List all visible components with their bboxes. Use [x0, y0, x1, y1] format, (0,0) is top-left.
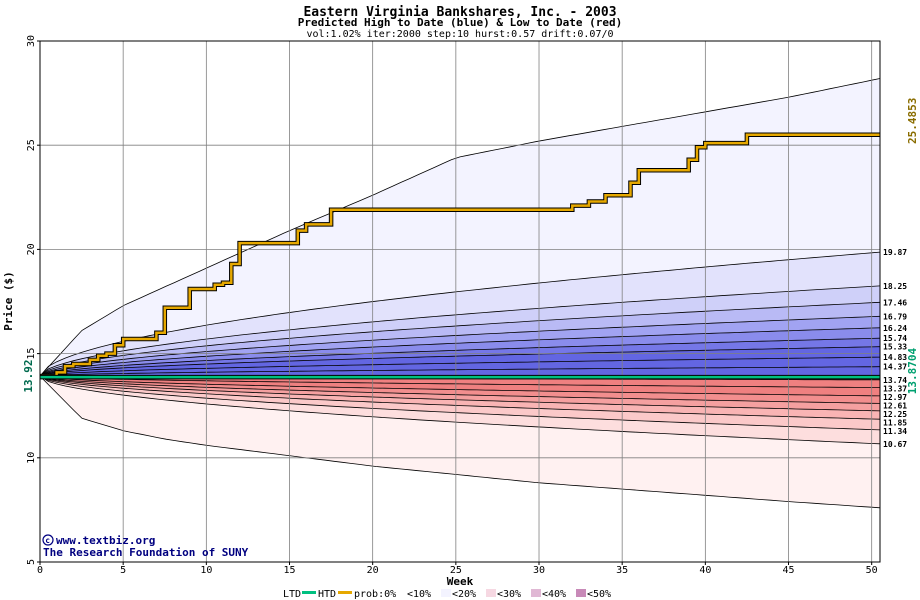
band-end-label: 14.83: [883, 353, 907, 362]
band-end-label: 13.37: [883, 384, 907, 393]
band-boundary-2: [39, 301, 881, 377]
x-tick-label: 50: [866, 565, 878, 576]
band-low-4: [40, 376, 880, 411]
band-high-6: [40, 346, 880, 377]
legend-htd-swatch: [338, 591, 352, 594]
x-tick-label: 25: [450, 565, 462, 576]
htd-line: [40, 133, 880, 378]
copyright-glyph: c: [45, 536, 50, 545]
legend-item-10: <10%: [407, 589, 431, 600]
y-tick-label: 25: [26, 139, 37, 151]
band-boundary-11: [39, 375, 881, 397]
band-boundary-8: [39, 366, 881, 377]
band-boundary-0: [39, 251, 881, 377]
band-end-label: 12.25: [883, 410, 907, 419]
band-end-label: 11.34: [883, 427, 907, 436]
band-boundary-15: [39, 375, 881, 431]
legend-htd-label: HTD: [318, 589, 336, 600]
band-end-label: 17.46: [883, 298, 907, 307]
legend-swatch-20: [486, 589, 496, 597]
band-boundary-14: [39, 375, 881, 420]
band-end-label: 19.87: [883, 248, 907, 257]
chart-series: [40, 132, 880, 380]
plot-frame: [39, 40, 881, 563]
band-end-label: 14.37: [883, 363, 907, 372]
x-tick-label: 45: [782, 565, 794, 576]
band-end-label: 12.61: [883, 401, 907, 410]
y-tick-label: 10: [26, 452, 37, 464]
legend-ltd-label: LTD: [283, 589, 301, 600]
credit-organization: The Research Foundation of SUNY: [43, 546, 249, 559]
copyright-icon: [42, 534, 54, 546]
chart-legend: LTD HTD prob:0% <10% <20% <30% <40% <50%: [283, 589, 611, 600]
y-tick-label: 20: [26, 243, 37, 255]
band-high-2: [40, 302, 880, 377]
start-price-label: 13.92: [22, 360, 35, 393]
x-tick-label: 10: [200, 565, 212, 576]
y-axis-label: Price ($): [2, 271, 15, 331]
x-tick-label: 5: [120, 565, 126, 576]
band-high-4: [40, 327, 880, 377]
band-end-label: 15.74: [883, 334, 907, 343]
legend-swatch-10: [441, 589, 451, 597]
band-end-label: 13.74: [883, 376, 907, 385]
band-end-label: 12.97: [883, 393, 907, 402]
legend-swatch-0: [396, 589, 406, 597]
legend-swatch-40: [576, 589, 586, 597]
ltd-end-label: 13.8704: [906, 348, 919, 395]
band-low-7: [40, 376, 880, 444]
band-high-3: [40, 316, 880, 377]
band-high-1: [40, 285, 880, 377]
band-high-5: [40, 338, 880, 377]
band-end-label: 18.25: [883, 282, 907, 291]
x-axis-label: Week: [447, 575, 474, 588]
band-boundary-16: [39, 375, 881, 445]
legend-item-40: <40%: [542, 589, 566, 600]
htd-end-label: 25.4853: [906, 98, 919, 144]
band-boundary-1: [39, 285, 881, 377]
x-tick-label: 15: [283, 565, 295, 576]
legend-item-50: <50%: [587, 589, 611, 600]
band-low-6: [40, 376, 880, 430]
simulation-params: vol:1.02% iter:2000 step:10 hurst:0.57 d…: [306, 29, 613, 40]
band-end-label: 16.24: [883, 324, 907, 333]
band-boundary-13: [39, 375, 881, 412]
credits: c www.textbiz.org The Research Foundatio…: [42, 534, 249, 559]
chart-subtitle: Predicted High to Date (blue) & Low to D…: [298, 16, 623, 29]
x-tick-label: 20: [367, 565, 379, 576]
band-boundary-12: [39, 375, 881, 404]
y-tick-label: 5: [26, 559, 37, 565]
y-tick-label: 15: [26, 348, 37, 360]
band-boundary-4: [39, 327, 881, 377]
envelope-lower-line: [39, 375, 881, 509]
credit-website: www.textbiz.org: [56, 534, 155, 547]
band-boundary-7: [39, 356, 881, 377]
band-high-8: [40, 366, 880, 377]
envelope-upper-line: [39, 78, 881, 377]
chart-title: Eastern Virginia Bankshares, Inc. - 2003: [303, 5, 616, 20]
x-tick-label: 30: [533, 565, 545, 576]
legend-prob-label: prob:0%: [354, 589, 396, 600]
band-low-5: [40, 376, 880, 420]
legend-item-20: <20%: [452, 589, 476, 600]
x-tick-label: 0: [37, 565, 43, 576]
x-tick-label: 35: [616, 565, 628, 576]
y-tick-label: 30: [26, 35, 37, 47]
legend-swatch-30: [531, 589, 541, 597]
band-end-label: 16.79: [883, 312, 907, 321]
legend-item-30: <30%: [497, 589, 521, 600]
band-end-labels: 19.87 18.25 17.46 16.79 16.2415.7415.3314.83…: [883, 248, 907, 449]
band-boundary-10: [39, 375, 881, 388]
band-low-2: [40, 376, 880, 396]
band-end-label: 11.85: [883, 418, 907, 427]
band-end-label: 15.33: [883, 343, 907, 352]
band-boundary-6: [39, 346, 881, 377]
band-boundary-5: [39, 337, 881, 377]
probability-bands: [39, 78, 881, 509]
legend-ltd-swatch: [302, 591, 316, 594]
x-tick-label: 40: [699, 565, 711, 576]
band-end-label: 10.67: [883, 440, 907, 449]
